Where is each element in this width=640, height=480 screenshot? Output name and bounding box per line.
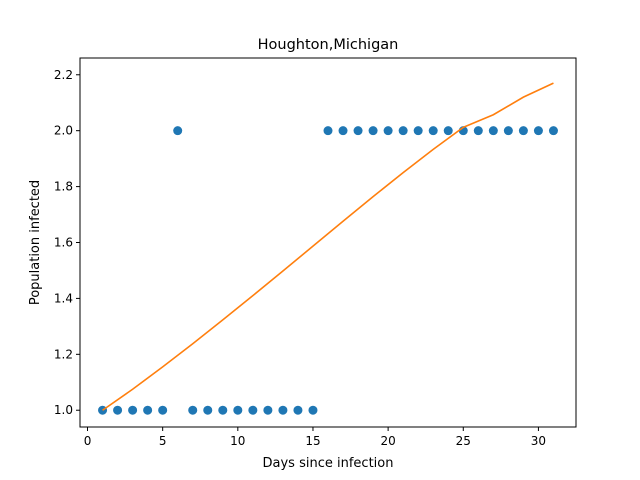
scatter-point	[443, 126, 453, 136]
scatter-point	[503, 126, 513, 136]
scatter-point	[233, 405, 243, 415]
x-tick-label: 25	[456, 434, 471, 448]
scatter-point	[398, 126, 408, 136]
scatter-point	[203, 405, 213, 415]
x-axis-title: Days since infection	[263, 456, 394, 471]
x-tick-label: 10	[230, 434, 245, 448]
scatter-point	[488, 126, 498, 136]
scatter-point	[428, 126, 438, 136]
chart-axes: 0 5 10 15 20 25 30 1.0 1.2 1.4 1.6 1.8 2.0 2.2	[54, 68, 546, 448]
x-tick-label: 0	[84, 434, 92, 448]
scatter-point	[128, 405, 138, 415]
chart-marks	[98, 82, 558, 415]
scatter-point	[173, 126, 183, 136]
scatter-point	[518, 126, 528, 136]
scatter-point	[263, 405, 273, 415]
scatter-point	[353, 126, 363, 136]
y-tick-label: 2.2	[54, 68, 73, 82]
scatter-point	[248, 405, 258, 415]
scatter-point	[278, 405, 288, 415]
y-tick-label: 1.6	[54, 236, 73, 250]
scatter-point	[158, 405, 168, 415]
x-tick-label: 20	[380, 434, 395, 448]
scatter-point	[473, 126, 483, 136]
scatter-point	[413, 126, 423, 136]
scatter-point	[383, 126, 393, 136]
scatter-point	[548, 126, 558, 136]
scatter-point	[218, 405, 228, 415]
scatter-point	[338, 126, 348, 136]
y-tick-label: 1.0	[54, 403, 73, 417]
plot-area	[80, 58, 576, 427]
y-axis-title: Population infected	[28, 180, 43, 305]
scatter-point	[113, 405, 123, 415]
x-tick-label: 15	[305, 434, 320, 448]
fit-line	[102, 82, 554, 411]
y-tick-label: 1.8	[54, 180, 73, 194]
scatter-point	[308, 405, 318, 415]
scatter-point	[368, 126, 378, 136]
y-tick-label: 2.0	[54, 124, 73, 138]
scatter-point	[143, 405, 153, 415]
scatter-point	[293, 405, 303, 415]
x-tick-label: 5	[159, 434, 167, 448]
x-tick-label: 30	[531, 434, 546, 448]
scatter-point	[323, 126, 333, 136]
scatter-point	[533, 126, 543, 136]
y-tick-label: 1.4	[54, 291, 73, 305]
chart-title: Houghton,Michigan	[258, 37, 399, 53]
scatter-point	[188, 405, 198, 415]
y-tick-label: 1.2	[54, 347, 73, 361]
